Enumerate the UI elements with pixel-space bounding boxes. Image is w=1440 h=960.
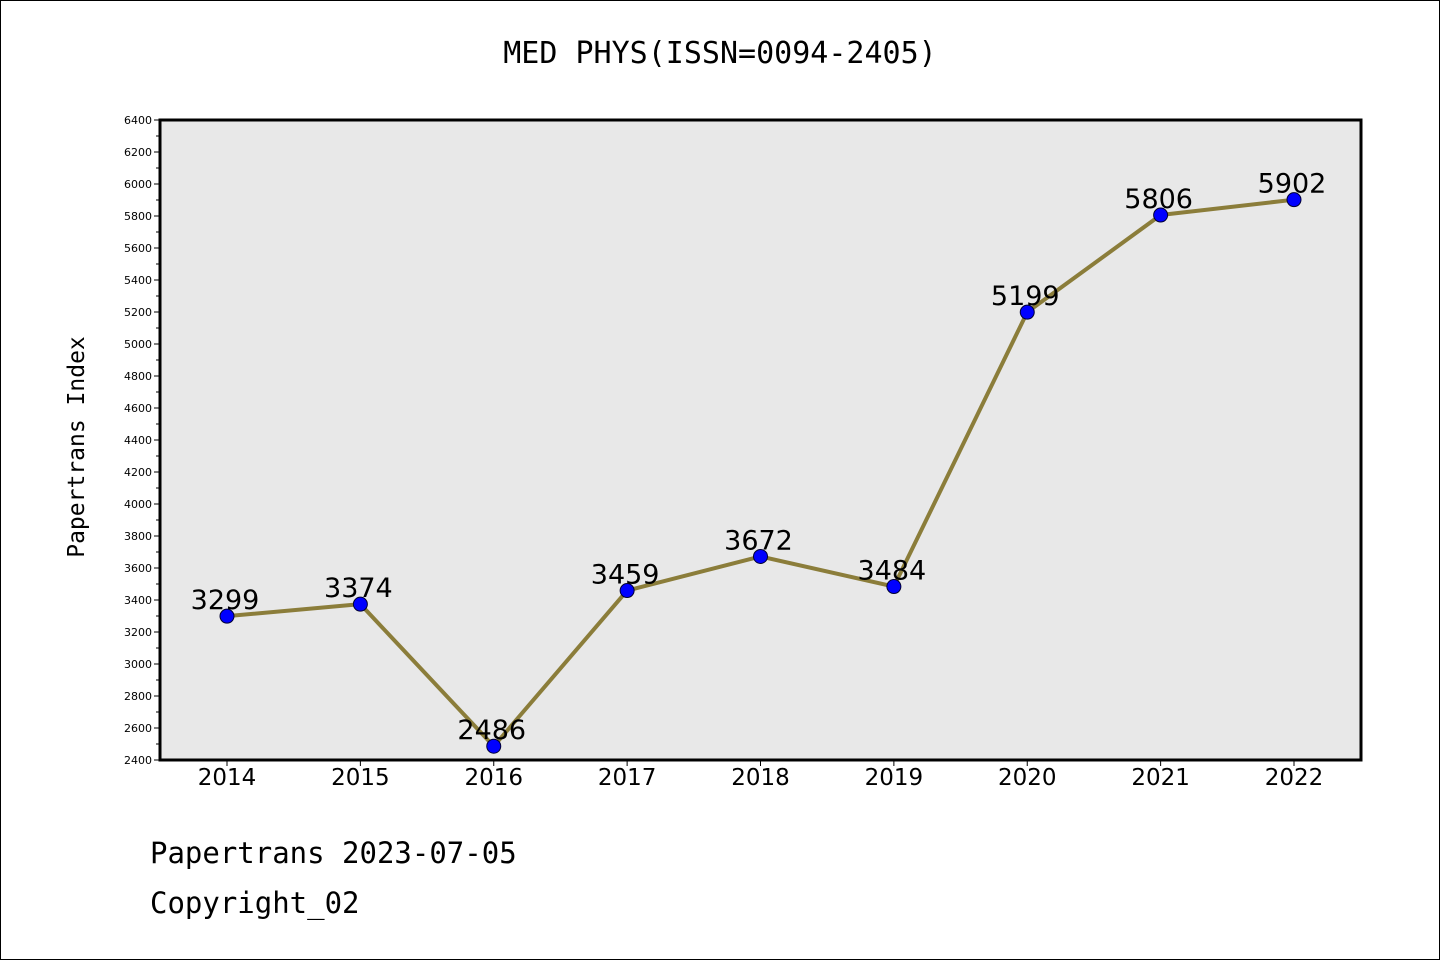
x-tick-label: 2021 bbox=[1131, 765, 1190, 791]
data-point bbox=[1153, 207, 1169, 223]
data-point bbox=[486, 738, 502, 754]
y-tick-label: 4600 bbox=[124, 402, 152, 415]
y-tick-label: 2800 bbox=[124, 690, 152, 703]
data-label: 5199 bbox=[991, 281, 1060, 312]
y-tick-label: 5000 bbox=[124, 338, 152, 351]
x-tick-label: 2022 bbox=[1265, 765, 1324, 791]
data-point bbox=[1019, 304, 1035, 320]
data-label: 3459 bbox=[591, 560, 660, 591]
plot-border bbox=[158, 118, 1363, 762]
y-tick-label: 6400 bbox=[124, 114, 152, 127]
x-tick-label: 2016 bbox=[464, 765, 523, 791]
x-tick-label: 2020 bbox=[998, 765, 1057, 791]
y-tick-label: 6200 bbox=[124, 146, 152, 159]
y-tick-label: 5800 bbox=[124, 210, 152, 223]
y-tick-label: 3000 bbox=[124, 658, 152, 671]
x-tick-label: 2015 bbox=[331, 765, 390, 791]
y-tick-label: 5200 bbox=[124, 306, 152, 319]
data-label: 2486 bbox=[457, 715, 526, 746]
footer-date: Papertrans 2023-07-05 bbox=[150, 836, 517, 870]
data-label: 5902 bbox=[1258, 169, 1327, 200]
data-point bbox=[619, 583, 635, 599]
y-tick-label: 3800 bbox=[124, 530, 152, 543]
y-tick-label: 6000 bbox=[124, 178, 152, 191]
x-tick-label: 2017 bbox=[598, 765, 657, 791]
y-axis-label: Papertrans Index bbox=[64, 336, 90, 558]
data-point bbox=[753, 548, 768, 564]
data-label: 3672 bbox=[724, 525, 793, 556]
y-tick-label: 3600 bbox=[124, 562, 152, 575]
plot-layer: 2400 2600 2800 3000 3200 3400 3600 3800 4000 4200… bbox=[64, 114, 1363, 791]
data-label: 3299 bbox=[191, 585, 260, 616]
plot-area bbox=[160, 120, 1361, 760]
y-tick-label: 3400 bbox=[124, 594, 152, 607]
y-tick-label: 2400 bbox=[124, 754, 152, 767]
y-tick-label: 3200 bbox=[124, 626, 152, 639]
data-label: 3374 bbox=[324, 573, 393, 604]
data-label: 5806 bbox=[1124, 184, 1193, 215]
y-tick-label: 4200 bbox=[124, 466, 152, 479]
data-point bbox=[886, 579, 902, 595]
y-tick-label: 5600 bbox=[124, 242, 152, 255]
data-point bbox=[352, 596, 368, 612]
y-tick-label: 4000 bbox=[124, 498, 152, 511]
x-tick-label: 2018 bbox=[731, 765, 790, 791]
y-tick-label: 5400 bbox=[124, 274, 152, 287]
data-label: 3484 bbox=[858, 556, 927, 587]
data-point bbox=[219, 608, 235, 624]
chart-title: MED PHYS(ISSN=0094-2405) bbox=[503, 36, 937, 71]
y-tick-label: 2600 bbox=[124, 722, 152, 735]
x-tick-label: 2019 bbox=[865, 765, 924, 791]
y-tick-label: 4400 bbox=[124, 434, 152, 447]
x-tick-label: 2014 bbox=[198, 765, 257, 791]
footer-copyright: Copyright_02 bbox=[150, 886, 360, 920]
data-point bbox=[1286, 192, 1302, 208]
y-tick-label: 4800 bbox=[124, 370, 152, 383]
